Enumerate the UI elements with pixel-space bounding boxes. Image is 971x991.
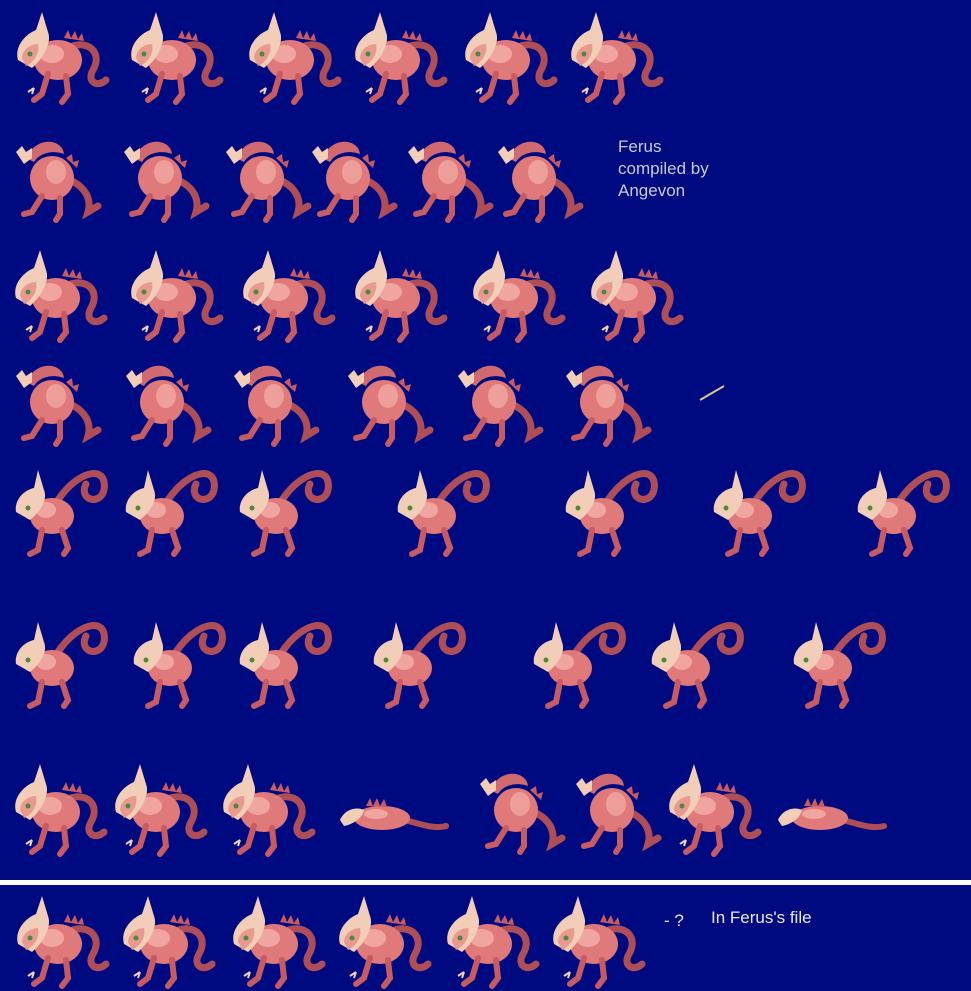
sprite-frame-walk-front-3: [243, 250, 332, 340]
sprite-frame-stand-front-2: [131, 12, 220, 102]
section-divider: [0, 880, 971, 885]
file-note: In Ferus's file: [711, 908, 812, 927]
sprite-frame-walk-front-5: [473, 250, 562, 340]
projectile-streak: [699, 385, 725, 401]
sprite-frame-attack-back-3: [240, 622, 329, 706]
sprite-frame-walk-front-6: [591, 250, 680, 340]
sprite-frame-attack-back-6: [652, 622, 741, 706]
sprite-frame-hurt-die-5: [480, 774, 562, 852]
sprite-frame-attack-front-2: [126, 470, 215, 554]
sprite-frame-stand-back-3: [226, 142, 308, 220]
sprite-frame-attack-front-1: [16, 470, 105, 554]
sprite-frame-walk-back-5: [458, 366, 540, 444]
sprite-frame-walk-back-4: [348, 366, 430, 444]
sprite-frame-attack-back-1: [16, 622, 105, 706]
sprite-frame-hurt-die-2: [115, 764, 204, 854]
sprite-frame-attack-front-7: [858, 470, 947, 554]
sprite-frame-stand-back-5: [408, 142, 490, 220]
sprite-frame-stand-front-6: [571, 12, 660, 102]
sprite-frame-unknown-5: [447, 896, 536, 986]
credit-author: Angevon: [618, 181, 686, 200]
sprite-frame-attack-front-6: [714, 470, 803, 554]
sprite-frame-hurt-die-4: [340, 798, 446, 830]
sprite-frame-hurt-die-3: [223, 764, 312, 854]
sprite-frame-hurt-die-1: [15, 764, 104, 854]
sprite-frame-walk-back-3: [234, 366, 316, 444]
sprite-frame-attack-back-5: [534, 622, 623, 706]
sprite-frame-unknown-2: [123, 896, 212, 986]
sprite-frame-walk-back-1: [16, 366, 98, 444]
sprite-frame-walk-back-2: [126, 366, 208, 444]
sprite-frame-attack-back-2: [134, 622, 223, 706]
sprite-frame-hurt-die-7: [669, 764, 758, 854]
sprite-frame-stand-back-1: [16, 142, 98, 220]
credit-compiled-by: compiled by: [618, 159, 709, 178]
credit-block: Ferus compiled by Angevon: [618, 136, 709, 202]
sprite-frame-unknown-4: [339, 896, 428, 986]
sprite-frame-walk-back-6: [566, 366, 648, 444]
sprite-frame-unknown-6: [553, 896, 642, 986]
sprite-frame-stand-front-1: [17, 12, 106, 102]
sprite-frame-stand-front-3: [249, 12, 338, 102]
sprite-frame-stand-back-4: [312, 142, 394, 220]
sprite-frame-walk-front-4: [355, 250, 444, 340]
credit-title: Ferus: [618, 137, 662, 156]
sprite-frame-unknown-3: [233, 896, 322, 986]
sprite-frame-hurt-die-6: [576, 774, 658, 852]
sprite-frame-attack-back-4: [374, 622, 463, 706]
sprite-frame-attack-back-7: [794, 622, 883, 706]
sprite-frame-unknown-1: [17, 896, 106, 986]
sprite-frame-walk-front-1: [15, 250, 104, 340]
sprite-frame-stand-front-5: [465, 12, 554, 102]
sprite-frame-attack-front-4: [398, 470, 487, 554]
unknown-marker: - ?: [664, 911, 684, 930]
sprite-frame-stand-back-2: [124, 142, 206, 220]
sprite-frame-attack-front-5: [566, 470, 655, 554]
sprite-frame-hurt-die-8: [778, 798, 884, 830]
sprite-frame-walk-front-2: [131, 250, 220, 340]
sprite-frame-attack-front-3: [240, 470, 329, 554]
sprite-frame-stand-back-6: [498, 142, 580, 220]
sprite-frame-stand-front-4: [355, 12, 444, 102]
